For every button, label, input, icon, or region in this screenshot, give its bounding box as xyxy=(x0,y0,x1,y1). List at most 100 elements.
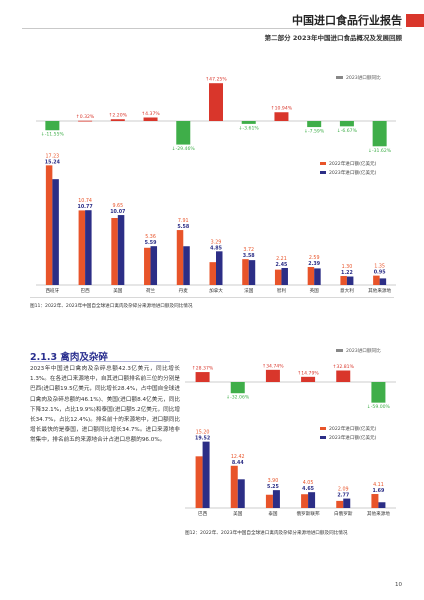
growth-bar xyxy=(301,376,316,382)
growth-label: ↑4.37% xyxy=(141,111,160,117)
growth-label: ↑10.94% xyxy=(271,106,293,112)
bar-2022 xyxy=(307,267,315,285)
growth-bar xyxy=(195,372,210,382)
category-label: 巴西 xyxy=(198,511,208,517)
growth-bar xyxy=(372,121,387,147)
figure-11-caption: 图11：2022年、2023年中国自全球进口禽肉及杂碎分来源地进口额及同比情况 xyxy=(30,304,193,309)
caption-rule-11 xyxy=(30,297,394,298)
series-legend-label: 2023年进口额(亿美元) xyxy=(329,169,377,176)
value-label-2022: 1.30 xyxy=(342,264,353,270)
growth-label: ↑2.20% xyxy=(109,113,128,119)
growth-bar xyxy=(45,121,60,131)
bar-2022 xyxy=(242,259,249,285)
value-label-2022: 15.20 xyxy=(196,430,210,436)
series-legend-label: 2022年进口额(亿美元) xyxy=(329,160,377,167)
bar-2022 xyxy=(336,500,344,508)
growth-label: ↑0.32% xyxy=(76,114,95,120)
report-subtitle: 第二部分 2023年中国进口食品概况及发展回顾 xyxy=(264,34,402,42)
value-label-2023: 2.39 xyxy=(308,261,320,267)
growth-label: ↑14.79% xyxy=(297,370,319,376)
value-label-2022: 12.42 xyxy=(231,454,245,460)
bar-2023 xyxy=(343,498,351,508)
bar-2022 xyxy=(144,247,151,285)
growth-bar xyxy=(307,121,322,128)
category-label: 智利 xyxy=(277,287,287,294)
growth-bar xyxy=(78,120,93,122)
chart-figure-11: 2023进口额同比 ↓-11.55% ↑0.32% ↑2.20% ↑4.37% ↓-29.… xyxy=(36,74,396,294)
category-label: 俄罗斯联邦 xyxy=(297,510,320,517)
growth-bar xyxy=(371,382,386,403)
value-label-2023: 2.77 xyxy=(337,493,349,499)
section-paragraph: 2023年中国进口禽肉及杂碎总额42.3亿美元，同比增长1.3%。在各进口来源地… xyxy=(30,366,180,444)
growth-label: ↓-32.06% xyxy=(226,395,250,401)
growth-bar xyxy=(241,121,256,124)
value-label-2022: 3.29 xyxy=(211,239,222,245)
growth-label: ↑28.37% xyxy=(192,366,214,372)
bar-2022 xyxy=(209,262,216,285)
value-label-2023: 10.77 xyxy=(77,204,92,210)
series-legend-swatch xyxy=(320,436,326,439)
bar-2022 xyxy=(301,494,309,508)
bar-2022 xyxy=(274,269,282,285)
value-label-2023: 10.07 xyxy=(110,209,125,215)
header-accent-tab xyxy=(406,14,424,27)
page-number: 10 xyxy=(395,582,402,588)
bar-2023 xyxy=(216,251,223,285)
value-label-2022: 17.23 xyxy=(45,153,59,159)
value-label-2022: 4.11 xyxy=(373,482,384,488)
value-label-2022: 9.65 xyxy=(112,203,123,209)
value-label-2023: 4.65 xyxy=(302,486,314,492)
series-legend-label: 2022年进口额(亿美元) xyxy=(329,425,377,432)
category-label: 白俄罗斯 xyxy=(334,510,353,517)
value-label-2023: 1.69 xyxy=(372,488,384,494)
report-title: 中国进口食品行业报告 xyxy=(292,14,402,27)
series-legend-label: 2023年进口额(亿美元) xyxy=(329,434,377,441)
category-label: 泰国 xyxy=(268,510,278,517)
growth-label: ↓-31.62% xyxy=(368,148,392,154)
bar-2022 xyxy=(371,494,379,508)
category-label: 意大利 xyxy=(340,287,354,294)
growth-bar xyxy=(274,112,289,121)
bar-2022 xyxy=(195,456,203,508)
value-label-2022: 3.72 xyxy=(243,247,254,253)
growth-legend-label: 2023进口额同比 xyxy=(346,347,381,354)
category-label: 丹麦 xyxy=(179,287,189,294)
series-legend-swatch xyxy=(320,162,326,165)
bar-2023 xyxy=(272,490,280,508)
category-label: 美国 xyxy=(233,510,243,517)
growth-label: ↓-3.61% xyxy=(239,125,260,131)
value-label-2022: 1.35 xyxy=(374,264,385,270)
bar-2023 xyxy=(52,179,59,285)
bar-2023 xyxy=(378,502,386,508)
growth-label: ↓-11.55% xyxy=(41,132,65,138)
section-heading: 2.1.3 禽肉及杂碎 xyxy=(30,352,108,363)
category-label: 美国 xyxy=(113,287,123,294)
bar-2023 xyxy=(85,210,92,285)
value-label-2022: 2.59 xyxy=(309,255,320,261)
bar-2023 xyxy=(248,260,256,285)
growth-bar xyxy=(143,117,158,121)
bar-2023 xyxy=(183,246,190,285)
bar-2023 xyxy=(308,492,316,508)
bar-2023 xyxy=(117,215,125,285)
value-label-2023: 1.22 xyxy=(341,270,353,276)
growth-label: ↑32.81% xyxy=(333,364,355,370)
growth-bar xyxy=(339,121,354,127)
figure-12-caption: 图12：2022年、2023年中国自全球进口禽肉及杂碎分来源地进口额及同比情况 xyxy=(185,531,348,536)
bar-2022 xyxy=(265,494,273,508)
growth-bar xyxy=(230,382,245,394)
bar-2023 xyxy=(202,441,210,508)
value-label-2023: 19.52 xyxy=(195,436,210,442)
value-label-2023: 4.85 xyxy=(210,245,222,251)
bar-2023 xyxy=(379,278,387,285)
bar-2022 xyxy=(176,230,184,285)
value-label-2023: 2.45 xyxy=(276,262,288,268)
growth-label: ↓-59.00% xyxy=(367,404,391,410)
growth-bar xyxy=(209,83,223,121)
value-label-2023: 0.95 xyxy=(374,270,386,276)
growth-label: ↓-29.46% xyxy=(172,146,196,152)
value-label-2022: 5.36 xyxy=(145,234,156,240)
category-label: 法国 xyxy=(244,287,254,294)
category-label: 荷兰 xyxy=(146,287,156,294)
